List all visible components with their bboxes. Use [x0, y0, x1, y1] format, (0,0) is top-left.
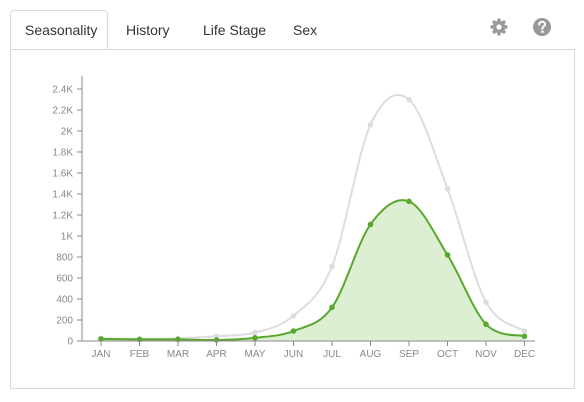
- settings-button[interactable]: [489, 17, 509, 37]
- tab-panel-seasonality: [10, 49, 575, 389]
- tab-sex[interactable]: Sex: [279, 10, 331, 49]
- question-circle-icon: [533, 18, 551, 36]
- tab-life-stage-label: Life Stage: [203, 21, 267, 38]
- tab-history-label: History: [126, 21, 170, 38]
- tab-history[interactable]: History: [112, 10, 184, 49]
- tab-sex-label: Sex: [293, 21, 318, 38]
- tab-life-stage[interactable]: Life Stage: [189, 10, 280, 49]
- tab-seasonality-label: Seasonality: [25, 21, 98, 38]
- gear-icon: [490, 18, 508, 36]
- tab-bar: Seasonality History Life Stage Sex: [0, 0, 584, 50]
- tab-seasonality[interactable]: Seasonality: [10, 10, 108, 49]
- help-button[interactable]: [532, 17, 552, 37]
- tab-bar-divider: [10, 49, 575, 50]
